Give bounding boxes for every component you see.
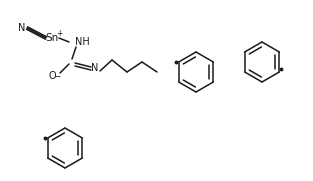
Text: N: N	[91, 63, 99, 73]
Text: −: −	[54, 73, 60, 81]
Text: +: +	[56, 28, 62, 37]
Text: NH: NH	[75, 37, 90, 47]
Text: Sn: Sn	[45, 33, 59, 43]
Text: O: O	[48, 71, 56, 81]
Text: N: N	[18, 23, 26, 33]
